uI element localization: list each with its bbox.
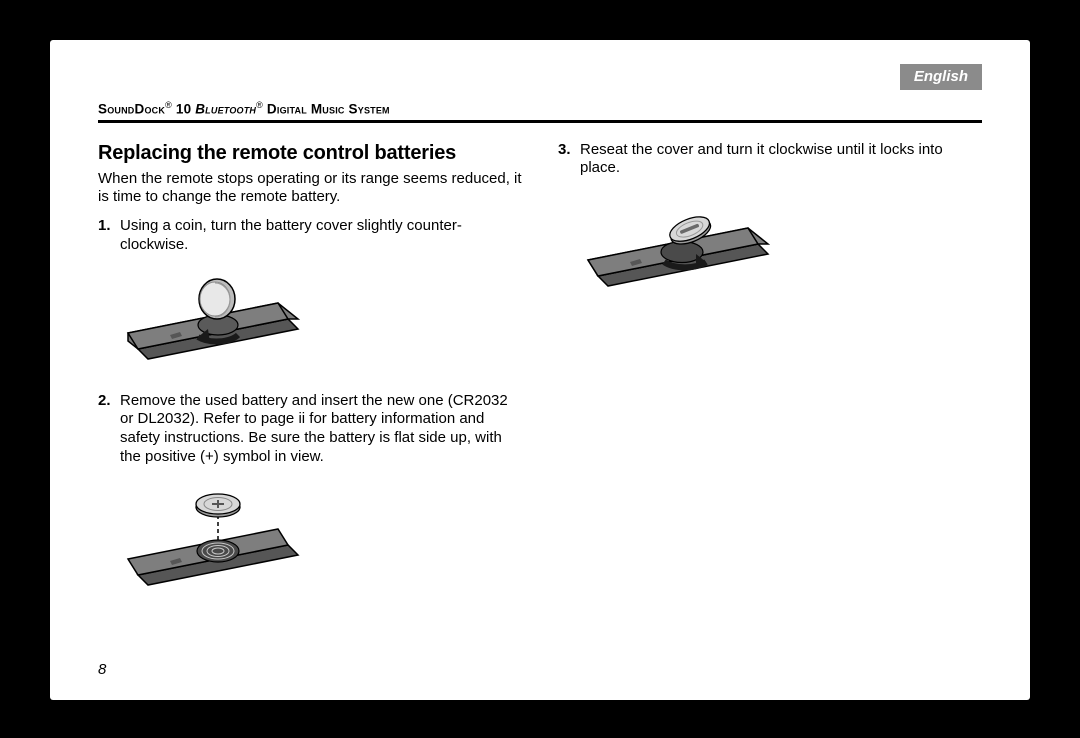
illustration-step-3 bbox=[580, 186, 982, 306]
step-number: 2. bbox=[98, 392, 120, 467]
registered-mark-icon: ® bbox=[165, 100, 172, 110]
illustration-step-1 bbox=[120, 263, 522, 378]
left-column: Replacing the remote control batteries W… bbox=[98, 141, 522, 619]
illustration-step-2 bbox=[120, 475, 522, 605]
battery-icon bbox=[196, 494, 240, 517]
manual-page: English SoundDock® 10 Bluetooth® Digital… bbox=[50, 40, 1030, 700]
product-header: SoundDock® 10 Bluetooth® Digital Music S… bbox=[98, 100, 982, 123]
step-2: 2. Remove the used battery and insert th… bbox=[98, 392, 522, 467]
remote-body-icon bbox=[128, 529, 298, 585]
step-text: Using a coin, turn the battery cover sli… bbox=[120, 217, 522, 255]
step-3: 3. Reseat the cover and turn it clockwis… bbox=[558, 141, 982, 179]
content-columns: Replacing the remote control batteries W… bbox=[98, 141, 982, 619]
step-number: 3. bbox=[558, 141, 580, 179]
language-tab: English bbox=[900, 64, 982, 90]
coin-icon bbox=[199, 279, 235, 319]
step-text: Remove the used battery and insert the n… bbox=[120, 392, 522, 467]
registered-mark-icon: ® bbox=[256, 100, 263, 110]
header-bluetooth: Bluetooth bbox=[195, 102, 256, 117]
step-number: 1. bbox=[98, 217, 120, 255]
right-column: 3. Reseat the cover and turn it clockwis… bbox=[558, 141, 982, 619]
intro-paragraph: When the remote stops operating or its r… bbox=[98, 170, 522, 208]
step-text: Reseat the cover and turn it clockwise u… bbox=[580, 141, 982, 179]
header-sounddock: SoundDock bbox=[98, 102, 165, 117]
header-model: 10 bbox=[172, 102, 195, 117]
page-number: 8 bbox=[98, 661, 106, 678]
header-rest: Digital Music System bbox=[263, 102, 390, 117]
step-1: 1. Using a coin, turn the battery cover … bbox=[98, 217, 522, 255]
section-heading: Replacing the remote control batteries bbox=[98, 141, 522, 166]
